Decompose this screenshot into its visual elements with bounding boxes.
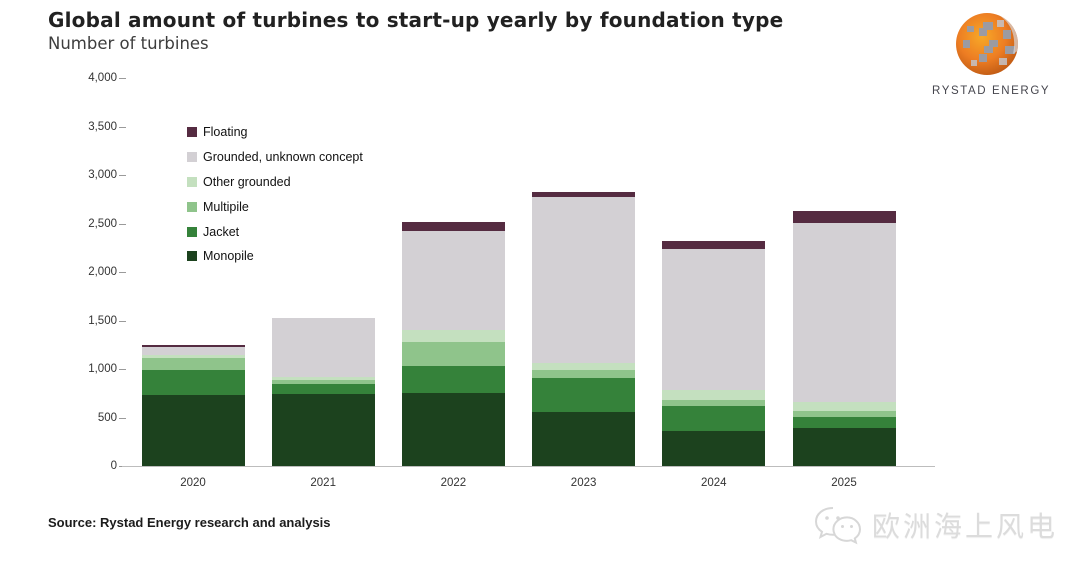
y-axis-label: 2,000 (88, 266, 117, 278)
watermark-text: 欧洲海上风电 (871, 510, 1058, 543)
legend-label: Grounded, unknown concept (203, 150, 363, 165)
x-axis-label-2024: 2024 (701, 477, 727, 489)
y-axis-label: 1,500 (88, 314, 117, 327)
segment-jacket (271, 383, 375, 395)
segment-other-grounded (792, 401, 896, 412)
segment-multipile (141, 358, 245, 371)
y-axis-tick (119, 369, 126, 370)
y-axis-tick (119, 175, 126, 176)
segment-grounded-unknown-concept (141, 347, 245, 356)
bar-2020 (141, 345, 245, 466)
watermark: 欧洲海上风电 (812, 502, 1058, 548)
segment-jacket (141, 370, 245, 396)
legend-label: Monopile (203, 249, 254, 264)
segment-multipile (792, 411, 896, 417)
segment-floating (662, 240, 766, 249)
legend-label: Floating (203, 125, 248, 140)
page-title: Global amount of turbines to start-up ye… (48, 8, 784, 32)
brand-name: RYSTAD ENERGY (932, 85, 1051, 97)
legend-swatch (187, 251, 197, 262)
legend-swatch (187, 226, 197, 237)
legend-swatch (187, 201, 197, 212)
legend-item-jacket: Jacket (187, 219, 363, 244)
bar-2025 (792, 211, 896, 466)
segment-monopile (662, 430, 766, 466)
x-axis-label-2025: 2025 (831, 477, 857, 489)
y-axis-tick (119, 126, 126, 128)
segment-jacket (792, 416, 896, 429)
y-axis-label: 2,500 (88, 217, 117, 230)
segment-grounded-unknown-concept (662, 248, 766, 391)
segment-grounded-unknown-concept (792, 223, 896, 402)
segment-other-grounded (141, 355, 245, 359)
x-axis-label-2023: 2023 (570, 477, 597, 489)
source-text: Source: Rystad Energy research and analy… (48, 515, 331, 530)
segment-grounded-unknown-concept (271, 318, 375, 378)
y-axis-tick (119, 272, 126, 273)
segment-monopile (401, 392, 505, 466)
x-axis-label-2020: 2020 (180, 477, 206, 489)
brand-logo: RYSTAD ENERGY (932, 10, 1051, 97)
y-axis-tick (119, 223, 126, 225)
segment-multipile (401, 341, 505, 366)
segment-monopile (141, 395, 245, 466)
x-axis-line (122, 466, 935, 467)
legend-swatch (187, 176, 197, 187)
bar-2024 (662, 240, 766, 466)
plot-area (127, 78, 907, 466)
segment-floating (141, 345, 245, 348)
legend-swatch (187, 127, 197, 138)
bar-2023 (532, 192, 636, 466)
legend-swatch (187, 152, 197, 163)
y-axis-label: 0 (110, 460, 117, 472)
y-axis-label: 1,000 (88, 363, 117, 375)
segment-multipile (662, 400, 766, 407)
x-axis-label-2021: 2021 (310, 477, 336, 489)
segment-grounded-unknown-concept (401, 230, 505, 330)
segment-floating (401, 222, 505, 231)
y-axis-label: 500 (97, 411, 117, 424)
segment-monopile (271, 394, 375, 466)
y-axis-tick (119, 417, 126, 419)
segment-other-grounded (662, 390, 766, 401)
chart-subtitle: Number of turbines (48, 34, 209, 53)
segment-jacket (662, 406, 766, 431)
y-axis-label: 3,000 (88, 169, 117, 181)
legend-item-monopile: Monopile (187, 244, 363, 269)
y-axis-tick (119, 78, 126, 79)
legend-item-other-grounded: Other grounded (187, 170, 363, 195)
legend-label: Multipile (203, 199, 249, 214)
segment-other-grounded (401, 329, 505, 342)
segment-multipile (271, 379, 375, 384)
segment-floating (792, 211, 896, 224)
globe-icon (956, 13, 1018, 75)
wechat-icon (814, 507, 861, 545)
y-axis-label: 3,500 (88, 120, 117, 133)
segment-jacket (532, 377, 636, 412)
segment-floating (532, 192, 636, 197)
legend-item-grounded-unknown-concept: Grounded, unknown concept (187, 145, 363, 170)
segment-other-grounded (532, 363, 636, 371)
y-axis-tick (119, 320, 126, 322)
x-axis-label-2022: 2022 (440, 477, 467, 489)
segment-other-grounded (271, 377, 375, 380)
segment-grounded-unknown-concept (532, 196, 636, 364)
segment-multipile (532, 370, 636, 378)
chart-legend: Floating Grounded, unknown concept Other g… (187, 120, 363, 269)
legend-item-multipile: Multipile (187, 194, 363, 219)
y-axis-label: 4,000 (88, 72, 117, 84)
segment-monopile (532, 411, 636, 466)
segment-monopile (792, 428, 896, 466)
legend-label: Jacket (203, 224, 240, 239)
legend-item-floating: Floating (187, 120, 363, 145)
segment-jacket (401, 365, 505, 393)
bar-2022 (401, 222, 505, 466)
bar-2021 (271, 318, 375, 466)
legend-label: Other grounded (203, 174, 291, 189)
